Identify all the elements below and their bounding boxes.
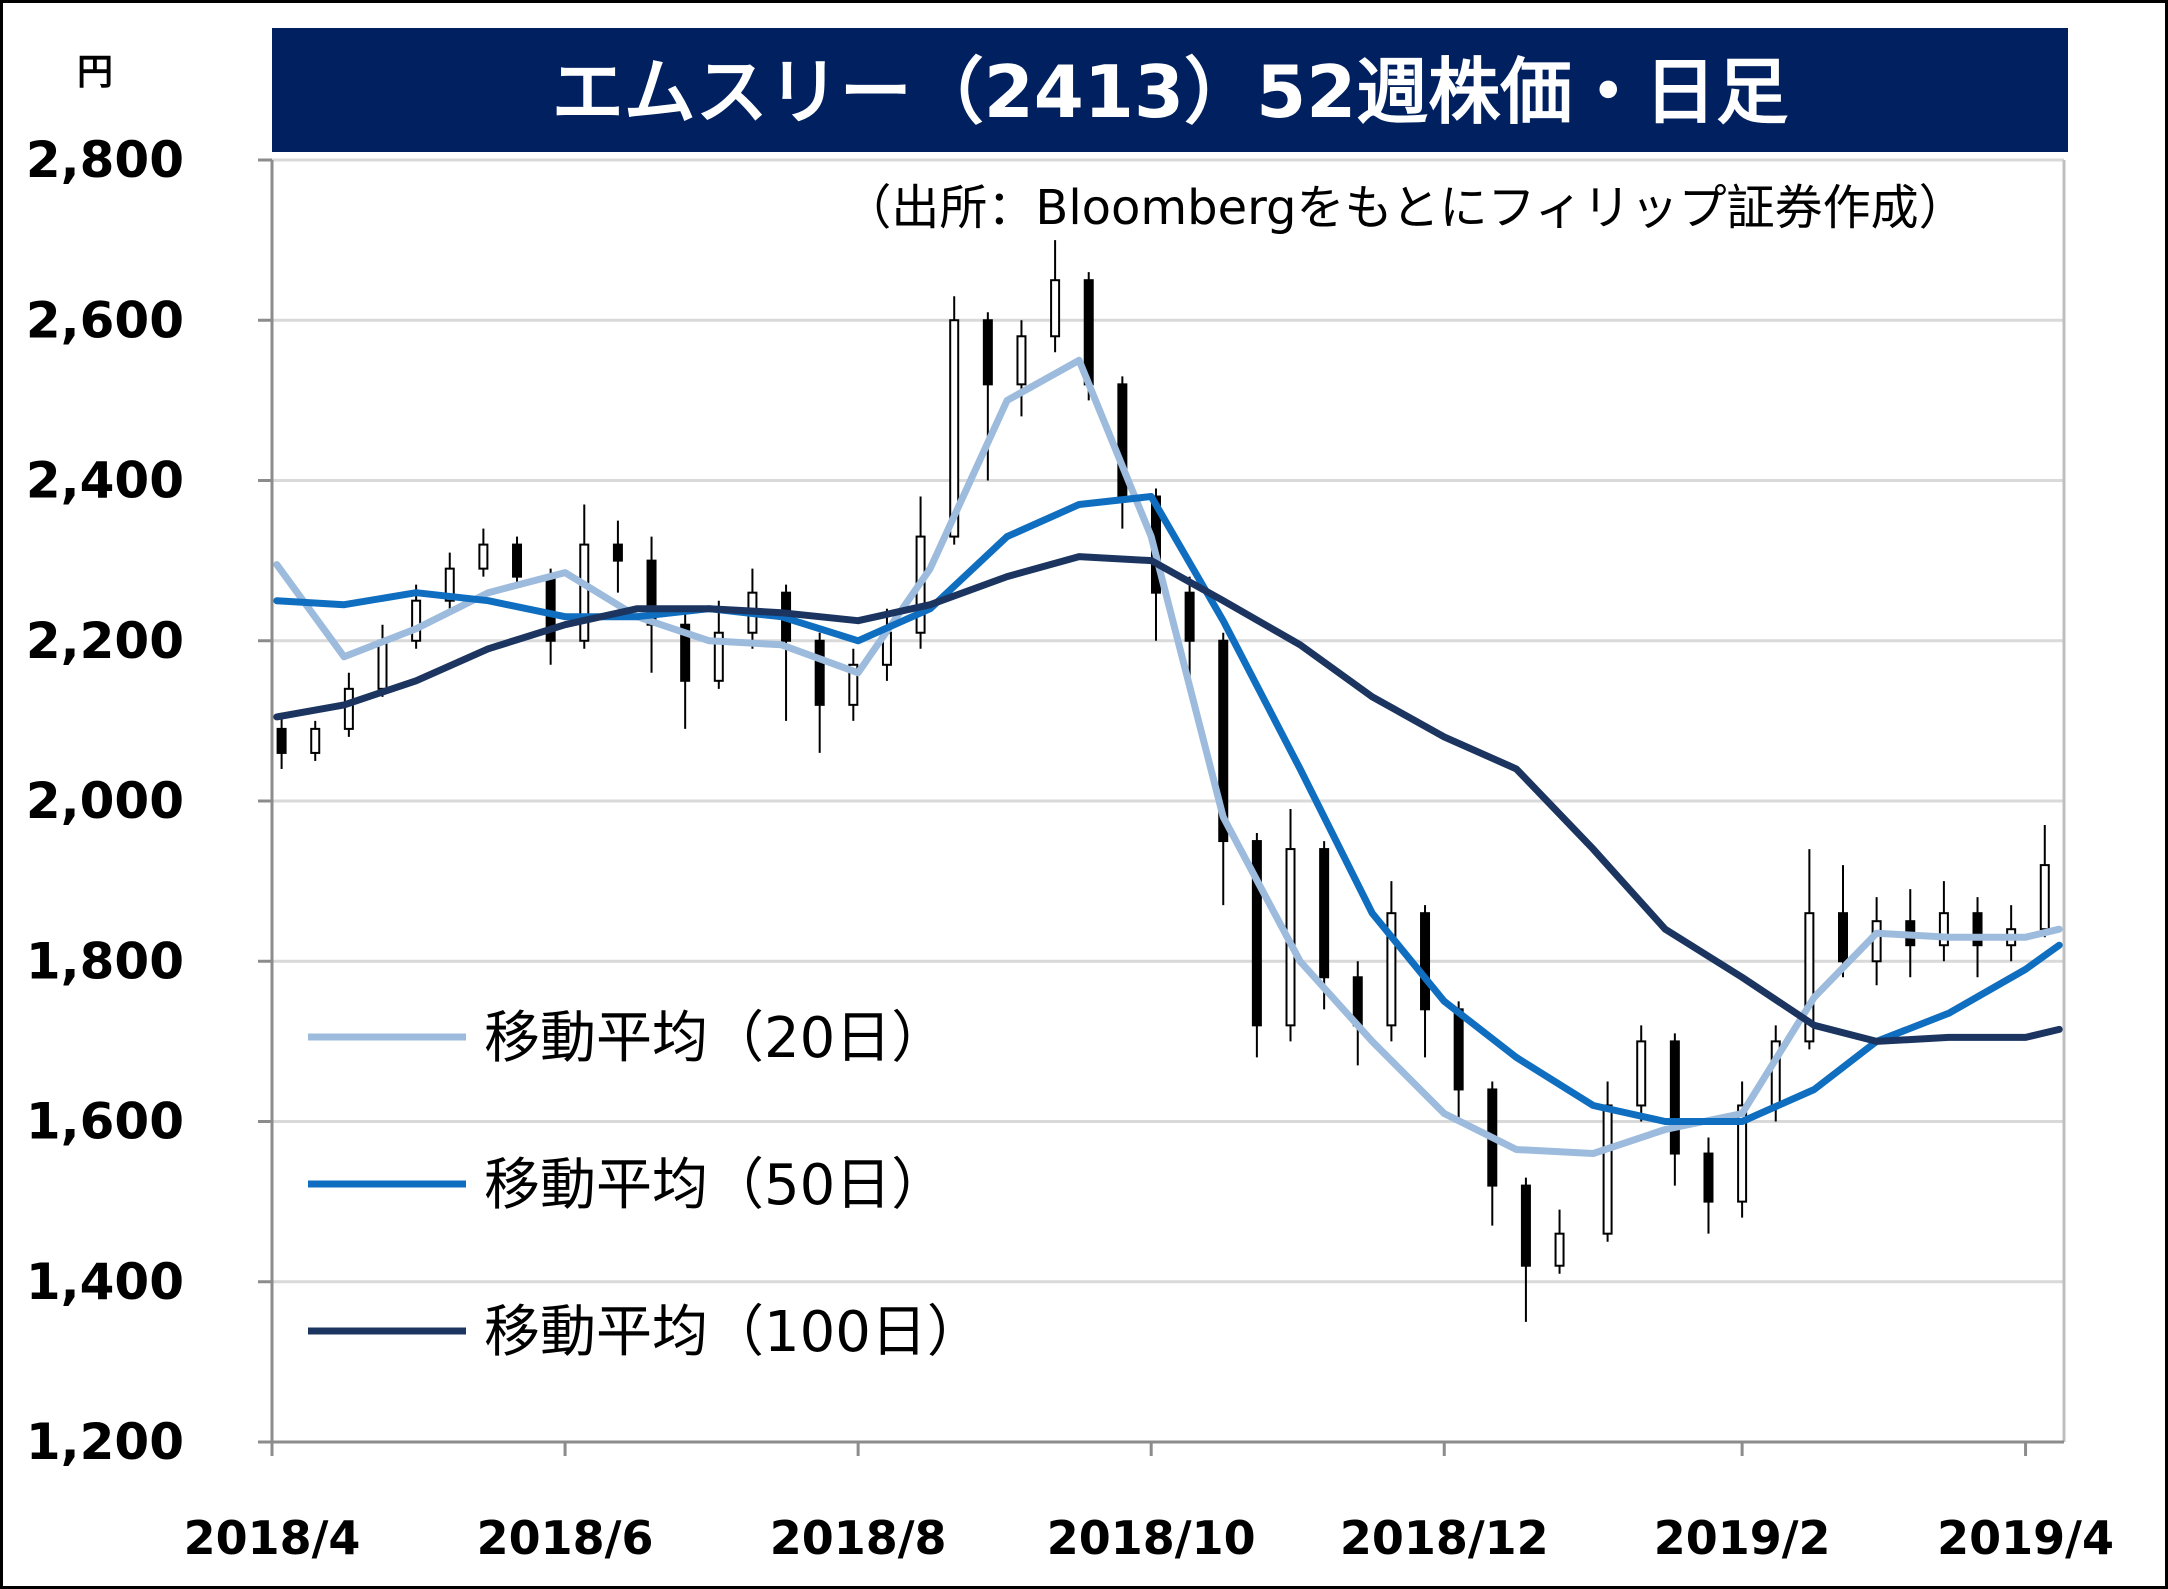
x-tick-label: 2018/8 xyxy=(770,1511,947,1565)
candlestick xyxy=(1050,240,1061,353)
x-tick-label: 2018/12 xyxy=(1340,1511,1549,1565)
candlestick xyxy=(512,536,523,585)
candlestick xyxy=(1016,320,1027,417)
y-axis-tick-labels: 1,200 1,400 1,600 1,800 2,000 2,200 2,400 2,600… xyxy=(26,131,184,1471)
candle-body xyxy=(310,727,321,754)
candlestick xyxy=(612,520,623,593)
candle-body xyxy=(377,639,388,690)
candle-body xyxy=(1016,335,1027,386)
candlestick xyxy=(478,528,489,577)
candle-body xyxy=(612,543,623,562)
candle-body xyxy=(444,567,455,602)
candle-body xyxy=(1938,912,1949,947)
candlestick xyxy=(276,712,287,769)
candle-body xyxy=(478,543,489,570)
series-line-2 xyxy=(273,493,2063,1125)
candlestick xyxy=(310,720,321,761)
candle-body xyxy=(1804,912,1815,1043)
candle-body xyxy=(1871,920,1882,963)
x-tick-label: 2018/10 xyxy=(1047,1511,1256,1565)
candle-body xyxy=(1050,279,1061,338)
legend-label: 移動平均（20日） xyxy=(484,1006,947,1071)
candle-body xyxy=(1251,840,1262,1027)
candle-body xyxy=(1737,1104,1748,1203)
y-tick-label: 1,400 xyxy=(26,1253,184,1311)
candle-body xyxy=(713,631,724,682)
y-tick-label: 1,200 xyxy=(26,1413,184,1471)
y-tick-label: 2,800 xyxy=(26,131,184,189)
candlestick xyxy=(1737,1081,1748,1218)
gridlines xyxy=(272,158,2064,1284)
candlestick xyxy=(848,648,859,721)
chart-title: エムスリー（2413）52週株価・日足 xyxy=(552,50,1789,134)
candle-body xyxy=(1636,1040,1647,1107)
candle-body xyxy=(276,727,287,754)
candle-body xyxy=(1703,1152,1714,1203)
candlestick xyxy=(680,608,691,729)
candle-body xyxy=(814,639,825,706)
candlestick xyxy=(1838,865,1849,978)
candle-body xyxy=(2039,864,2050,931)
candle-body xyxy=(1184,591,1195,642)
candle-body xyxy=(579,543,590,642)
x-tick-label: 2018/4 xyxy=(184,1511,361,1565)
y-tick-label: 1,600 xyxy=(26,1093,184,1151)
candle-body xyxy=(343,687,354,730)
candle-body xyxy=(1218,639,1229,843)
candle-body xyxy=(1972,912,1983,947)
chart-source-note: （出所：Bloombergをもとにフィリップ証券作成） xyxy=(843,180,1966,236)
candle-body xyxy=(848,663,859,706)
candlestick xyxy=(1184,576,1195,681)
candle-body xyxy=(1669,1040,1680,1155)
candlestick xyxy=(1520,1177,1531,1322)
legend-label: 移動平均（50日） xyxy=(484,1153,947,1218)
candlestick xyxy=(1938,881,1949,962)
legend: 移動平均（20日） 移動平均（50日） 移動平均（100日） xyxy=(308,1006,983,1365)
candlestick xyxy=(1386,881,1397,1042)
candle-body xyxy=(1838,912,1849,963)
candlestick xyxy=(1251,833,1262,1058)
candle-body xyxy=(1386,912,1397,1027)
candle-body xyxy=(1520,1184,1531,1267)
candle-body xyxy=(680,623,691,682)
series-line-3 xyxy=(273,553,2063,1045)
x-tick-label: 2019/2 xyxy=(1654,1511,1831,1565)
candlestick xyxy=(579,504,590,649)
candlestick xyxy=(1554,1209,1565,1274)
y-tick-label: 2,600 xyxy=(26,291,184,349)
candle-body xyxy=(411,599,422,642)
candlestick xyxy=(1218,632,1229,906)
legend-label: 移動平均（100日） xyxy=(484,1300,983,1365)
x-tick-label: 2018/6 xyxy=(477,1511,654,1565)
y-tick-label: 2,000 xyxy=(26,772,184,830)
candle-body xyxy=(982,319,993,386)
candle-body xyxy=(1602,1104,1613,1235)
candlestick xyxy=(1703,1137,1714,1234)
candle-body xyxy=(1554,1232,1565,1267)
moving-average-lines xyxy=(273,356,2063,1157)
y-tick-label: 2,200 xyxy=(26,612,184,670)
candlestick xyxy=(814,632,825,753)
candlestick xyxy=(949,296,960,545)
x-axis-tick-labels: 2018/4 2018/6 2018/8 2018/10 2018/12 2019/2 20… xyxy=(184,1511,2114,1565)
candle-body xyxy=(1319,848,1330,979)
candlestick xyxy=(1669,1033,1680,1186)
title-banner xyxy=(272,28,2068,152)
candle-body xyxy=(949,319,960,538)
candlestick xyxy=(1636,1025,1647,1122)
candlestick xyxy=(982,312,993,481)
y-axis-unit-label: 円 xyxy=(77,52,113,93)
candle-body xyxy=(1420,912,1431,1011)
candle-body xyxy=(1453,1008,1464,1091)
axes xyxy=(258,158,2066,1456)
y-tick-label: 1,800 xyxy=(26,932,184,990)
x-tick-label: 2019/4 xyxy=(1937,1511,2114,1565)
y-tick-label: 2,400 xyxy=(26,452,184,510)
candle-body xyxy=(512,543,523,578)
candlestick xyxy=(1319,841,1330,1010)
candlestick xyxy=(1804,849,1815,1050)
